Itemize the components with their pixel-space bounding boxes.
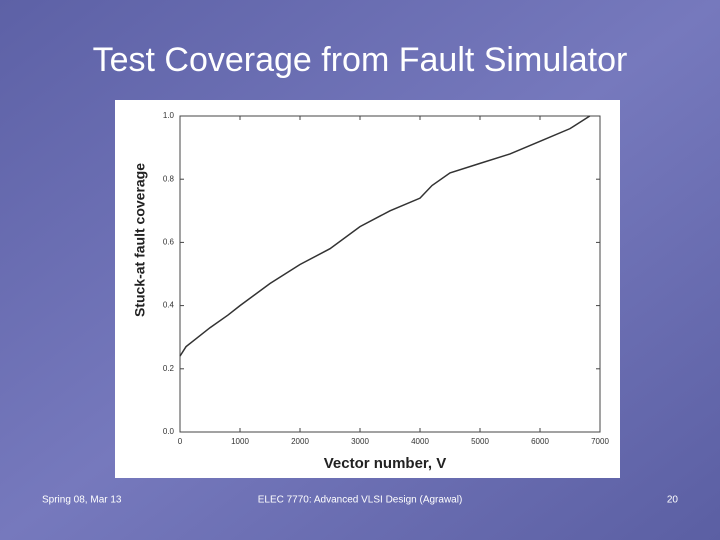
page-number: 20	[667, 495, 679, 506]
y-tick-label: 0.6	[163, 238, 175, 247]
slide-title: Test Coverage from Fault Simulator	[93, 41, 628, 79]
x-tick-label: 4000	[411, 437, 429, 446]
x-tick-label: 0	[178, 437, 183, 446]
y-tick-label: 0.8	[163, 174, 175, 183]
y-tick-label: 0.4	[163, 301, 175, 310]
x-tick-label: 6000	[531, 437, 549, 446]
footer-left: Spring 08, Mar 13	[42, 495, 122, 506]
y-axis-label: Stuck-at fault coverage	[132, 163, 148, 317]
x-tick-label: 5000	[471, 437, 489, 446]
coverage-line	[179, 115, 591, 357]
x-axis-label: Vector number, V	[324, 455, 447, 472]
x-tick-label: 3000	[351, 437, 369, 446]
plot-frame	[179, 115, 601, 433]
y-tick-label: 0.0	[163, 427, 175, 436]
footer-center: ELEC 7770: Advanced VLSI Design (Agrawal…	[258, 495, 463, 506]
x-tick-label: 2000	[291, 437, 309, 446]
y-tick-label: 1.0	[163, 111, 175, 120]
x-tick-label: 7000	[591, 437, 609, 446]
x-tick-label: 1000	[231, 437, 249, 446]
chart-panel	[115, 100, 620, 478]
y-tick-label: 0.2	[163, 364, 175, 373]
